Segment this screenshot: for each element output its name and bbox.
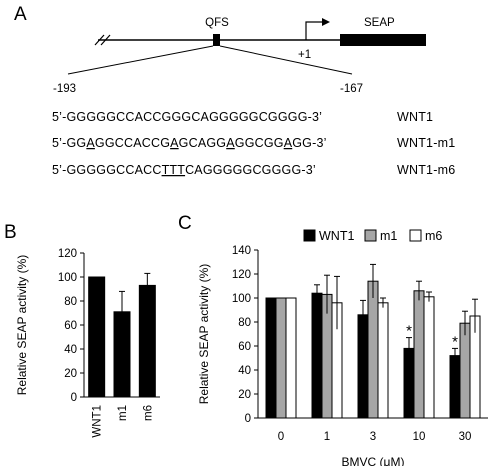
mutated-base: A: [226, 136, 235, 150]
sequence-segment: GCAGG: [179, 136, 227, 150]
qfs-box: [213, 34, 220, 46]
legend-label: m6: [425, 229, 442, 243]
mutated-base: TTT: [162, 163, 186, 177]
bar: [285, 297, 297, 419]
x-tick-label: m6: [142, 405, 154, 421]
x-tick-label: 0: [278, 431, 284, 443]
x-tick-label: 3: [370, 431, 376, 443]
bar: [357, 314, 369, 419]
legend-swatch: [409, 229, 422, 242]
sequence-text: 5’-GGAGGCCACCGAGCAGGAGGCGGAGG-3’: [52, 136, 327, 150]
significance-mark: *: [452, 333, 458, 350]
y-axis-title: Relative SEAP activity (%): [15, 255, 29, 396]
significance-mark: *: [406, 323, 412, 340]
bar: [265, 297, 277, 419]
x-tick-label: m1: [117, 405, 129, 421]
y-tick-label: 20: [64, 368, 77, 380]
y-tick-label: 0: [71, 392, 77, 404]
y-tick-label: 100: [58, 272, 77, 284]
bar: [88, 276, 106, 398]
bar: [459, 322, 471, 419]
bar: [449, 355, 461, 419]
y-tick-label: 120: [58, 248, 77, 260]
pos-start-label: -193: [53, 83, 76, 95]
x-tick-label: WNT1: [92, 405, 104, 438]
sequence-name: WNT1-m1: [397, 136, 455, 150]
y-tick-label: 120: [232, 269, 251, 281]
legend-swatch: [303, 229, 316, 242]
sequence-segment: GGCGG: [235, 136, 284, 150]
sequence-segment: -3’: [308, 110, 323, 124]
y-tick-label: 140: [232, 245, 251, 257]
legend-swatch: [364, 229, 377, 242]
tss-label: +1: [298, 49, 311, 61]
x-tick-label: 30: [459, 431, 472, 443]
mutated-base: A: [86, 136, 95, 150]
sequence-segment: GG: [67, 136, 87, 150]
sequence-name: WNT1-m6: [397, 163, 455, 177]
sequence-text: 5’-GGGGGCCACCGGGCAGGGGGCGGGG-3’: [52, 110, 322, 124]
seap-box: [340, 34, 426, 46]
sequence-list: 5’-GGGGGCCACCGGGCAGGGGGCGGGG-3’ WNT15’-GG…: [52, 110, 455, 177]
qfs-label: QFS: [205, 17, 229, 29]
y-tick-label: 80: [64, 296, 77, 308]
zoom-line-left: [67, 45, 214, 75]
sequence-prefix: 5’-: [52, 110, 67, 124]
sequence-segment: CAGGGGGCGGGG: [185, 163, 301, 177]
panel-b-letter: B: [4, 222, 17, 243]
sequence-segment: GGGGGCCACCGGGCAGGGGGCGGGG: [67, 110, 308, 124]
sequence-segment: GGGGGCCACC: [67, 163, 162, 177]
sequence-segment: GG: [292, 136, 312, 150]
panel-b: B 0 20 40 60 80 100 120 Relative SEAP activity …: [4, 222, 160, 438]
sequence-prefix: 5’-: [52, 163, 67, 177]
sequence-prefix: 5’-: [52, 136, 67, 150]
y-tick-label: 60: [64, 320, 77, 332]
bar: [311, 292, 323, 419]
sequence-segment: -3’: [301, 163, 316, 177]
zoom-line-right: [219, 45, 353, 75]
sequence-segment: -3’: [312, 136, 327, 150]
tss-arrowhead: [322, 18, 330, 26]
x-axis-title: BMVC (μM): [342, 455, 405, 466]
sequence-text: 5’-GGGGGCCACCTTTCAGGGGGCGGGG-3’: [52, 163, 316, 177]
mutated-base: A: [170, 136, 179, 150]
panel-c-letter: C: [178, 213, 192, 234]
panel-a-letter: A: [14, 4, 27, 25]
pos-end-label: -167: [340, 83, 363, 95]
y-tick-label: 40: [64, 344, 77, 356]
y-tick-label: 40: [238, 365, 251, 377]
y-tick-label: 20: [238, 389, 251, 401]
sequence-name: WNT1: [397, 110, 433, 124]
bar: [377, 302, 389, 419]
bar: [367, 280, 379, 419]
bar: [423, 296, 435, 419]
y-tick-label: 60: [238, 341, 251, 353]
x-tick-label: 10: [413, 431, 426, 443]
y-tick-label: 0: [245, 413, 251, 425]
break-mark-1: [94, 34, 105, 46]
panel-a: A QFS SEAP +1 -193 -167 5’-GGGGGCCACCGGG…: [14, 4, 455, 177]
y-tick-label: 80: [238, 317, 251, 329]
y-tick-label: 100: [232, 293, 251, 305]
bar: [138, 284, 156, 398]
sequence-segment: GGCCACCG: [95, 136, 170, 150]
x-tick-label: 1: [324, 431, 330, 443]
tss-arrow: [305, 21, 322, 40]
legend-label: m1: [380, 229, 397, 243]
bar: [413, 290, 425, 419]
y-axis-title: Relative SEAP activity (%): [197, 264, 211, 405]
legend-label: WNT1: [319, 229, 354, 243]
seap-label: SEAP: [364, 17, 395, 29]
bar: [275, 297, 287, 419]
break-mark-2: [100, 34, 111, 46]
mutated-base: A: [284, 136, 293, 150]
